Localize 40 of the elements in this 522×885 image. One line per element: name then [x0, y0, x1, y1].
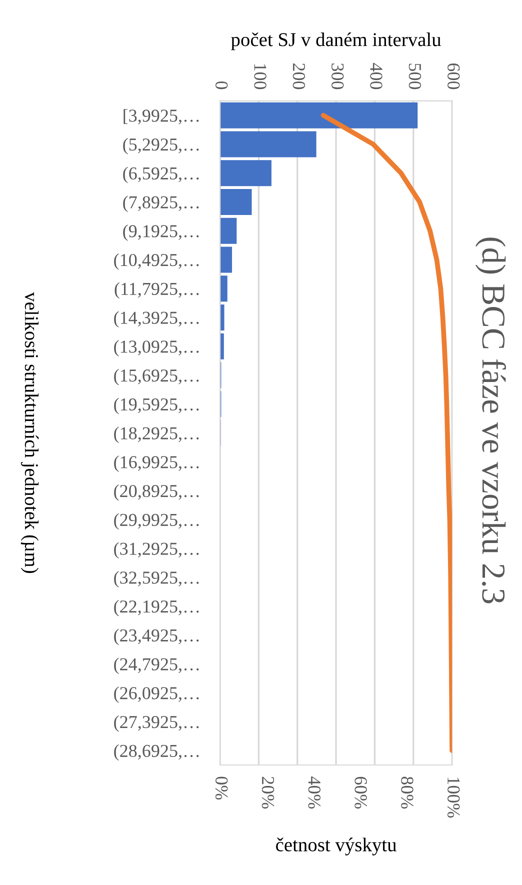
x2-tick-label: 0 [216, 81, 228, 90]
x-axis-title: četnost výskytu [276, 838, 396, 856]
y-tick-label: (19,5925,… [114, 398, 199, 414]
x-tick-label: 60% [354, 776, 367, 809]
y-tick-label: (22,1925,… [114, 600, 199, 616]
x-tick-label: 100% [447, 778, 460, 818]
y-tick-label: (16,9925,… [114, 456, 199, 472]
y-tick-label: (26,0925,… [114, 686, 199, 703]
x2-tick-label: 100 [254, 64, 266, 90]
y-tick-label: (13,0925,… [114, 340, 199, 356]
x2-tick-label: 200 [292, 63, 306, 90]
y-tick-label: (29,9925,… [114, 513, 199, 530]
x-tick-label: 80% [401, 776, 414, 809]
y-tick-label: (20,8925,… [114, 484, 199, 501]
x-tick-label: 40% [308, 776, 320, 809]
x2-tick-label: 300 [332, 64, 344, 90]
x-tick-label: 20% [262, 776, 274, 809]
y-tick-label: (6,5925,… [123, 166, 199, 184]
y-tick-label: (11,7925,… [114, 282, 199, 299]
x2-tick-label: 400 [370, 63, 382, 90]
y-tick-label: (32,5925,… [114, 571, 199, 588]
y-axis-title: velikosti strukturních jednotek (µm) [20, 292, 39, 573]
y-tick-label: (10,4925,… [114, 253, 199, 270]
y-tick-label: (28,6925,… [114, 744, 199, 761]
text: (d) BCC fáze ve vzorku 2.3 [475, 238, 506, 604]
y-tick-label: (18,2925,… [114, 426, 199, 444]
x2-axis-title: počet SJ v daném intervalu [231, 32, 441, 50]
x-tick-label: 0% [215, 776, 228, 800]
y-tick-label: (27,3925,… [114, 715, 199, 732]
y-tick-label: (5,2925,… [123, 138, 199, 154]
y-tick-label: (31,2925,… [114, 542, 199, 559]
y-tick-label: (24,7925,… [114, 658, 199, 674]
y-tick-label: (14,3925,… [114, 311, 199, 328]
x2-tick-label: 600 [448, 63, 460, 90]
y-tick-label: (23,4925,… [114, 628, 199, 646]
y-tick-label: (7,8925,… [123, 196, 199, 212]
y-tick-label: (15,6925,… [114, 368, 199, 386]
x2-tick-label: 500 [408, 64, 422, 90]
y-tick-label: [3,9925,… [124, 109, 199, 124]
y-tick-label: (9,1925,… [123, 224, 199, 241]
